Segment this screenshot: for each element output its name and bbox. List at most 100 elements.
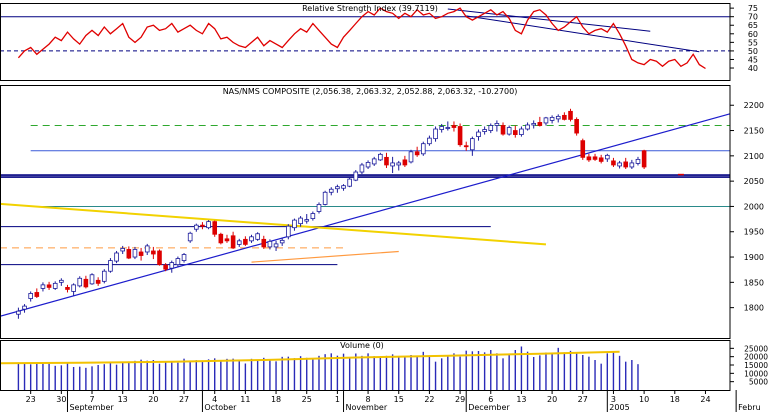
candle-body <box>316 204 322 212</box>
candle-body <box>341 185 346 189</box>
candle <box>359 162 365 175</box>
price-tick-label: 2150 <box>744 127 764 136</box>
candle-body <box>494 123 500 126</box>
candle <box>420 141 426 156</box>
candle-body <box>206 221 211 229</box>
candle <box>267 239 273 250</box>
candle <box>151 246 156 260</box>
candle <box>402 155 408 167</box>
month-label: October <box>204 403 237 412</box>
price-tick-label: 1900 <box>744 253 764 262</box>
date-tick-label: 10 <box>639 395 649 404</box>
candle-body <box>157 250 162 266</box>
rsi-title: Relative Strength Index (39.7119) <box>302 4 438 13</box>
candle-body <box>224 238 230 242</box>
candle-body <box>420 143 426 155</box>
candle-body <box>555 115 561 120</box>
candle-body <box>463 145 469 148</box>
candle-body <box>273 243 279 248</box>
candle <box>512 125 518 138</box>
candle <box>488 123 494 134</box>
candle <box>163 263 168 272</box>
candle-body <box>279 239 285 244</box>
price-title: NAS/NMS COMPOSITE (2,056.38, 2,063.32, 2… <box>223 87 518 96</box>
axis-layer: 4045505560657075180018501900195020002050… <box>26 4 768 412</box>
candle <box>641 149 647 169</box>
candle <box>506 125 512 136</box>
candle <box>439 123 444 133</box>
date-tick-label: 13 <box>118 395 128 404</box>
candle-body <box>451 125 457 128</box>
candle <box>476 129 481 141</box>
candle <box>568 108 573 122</box>
candle <box>77 276 83 288</box>
candle <box>586 153 592 162</box>
rsi-tick-label: 70 <box>748 13 758 22</box>
candle-body <box>396 162 402 166</box>
candle-body <box>83 278 89 288</box>
date-tick-label: 1 <box>335 395 340 404</box>
candle <box>605 153 610 162</box>
candle-body <box>488 125 494 131</box>
candle <box>463 141 469 151</box>
candle <box>470 136 475 156</box>
rsi-panel-frame <box>0 3 731 81</box>
candle <box>543 116 549 126</box>
candle-body <box>132 249 138 258</box>
candle <box>310 211 316 221</box>
rsi-tick-label: 65 <box>748 21 758 30</box>
candle-body <box>52 282 58 289</box>
month-label: 2005 <box>609 403 629 412</box>
volume-panel <box>0 346 639 390</box>
candle <box>89 273 95 285</box>
rsi-tick-label: 60 <box>748 30 758 39</box>
candle-body <box>457 126 463 146</box>
candle-body <box>169 262 175 269</box>
candle <box>95 277 101 286</box>
candle-body <box>390 162 395 167</box>
date-tick-label: 13 <box>516 395 526 404</box>
candle-body <box>236 240 242 245</box>
candle-body <box>353 171 359 181</box>
date-tick-label: 23 <box>26 395 36 404</box>
candle-body <box>108 260 113 272</box>
candle <box>181 252 187 263</box>
price-tick-label: 2100 <box>744 152 764 161</box>
candle <box>230 231 236 249</box>
volume-tick-label: 15000 <box>744 361 768 370</box>
candle-body <box>328 188 334 193</box>
candle <box>279 237 285 246</box>
candle <box>206 220 211 230</box>
candle <box>519 126 524 137</box>
candle <box>120 245 125 255</box>
candle <box>108 258 113 273</box>
candle-body <box>500 125 506 135</box>
candle-body <box>46 284 52 288</box>
candle <box>598 154 604 164</box>
candle-body <box>623 161 629 168</box>
price-panel-frame <box>0 85 731 339</box>
candle-body <box>89 274 95 285</box>
candle-body <box>95 279 101 284</box>
candle-body <box>243 238 248 245</box>
candle-body <box>34 292 40 297</box>
candle-body <box>408 151 414 163</box>
candle <box>224 234 230 243</box>
candle <box>249 234 254 243</box>
candle-body <box>163 264 168 270</box>
price-tick-label: 1950 <box>744 228 764 237</box>
candle-body <box>101 270 107 282</box>
candle-body <box>187 232 193 242</box>
rsi-tick-label: 50 <box>748 47 758 56</box>
candle-body <box>77 277 83 287</box>
candle <box>500 122 506 136</box>
candle <box>414 146 420 157</box>
candle <box>408 149 414 164</box>
candle-body <box>635 158 641 164</box>
candle-body <box>304 219 310 222</box>
candle <box>347 177 352 188</box>
candle-body <box>151 250 156 255</box>
candle <box>316 202 322 214</box>
date-tick-label: 18 <box>271 395 281 404</box>
